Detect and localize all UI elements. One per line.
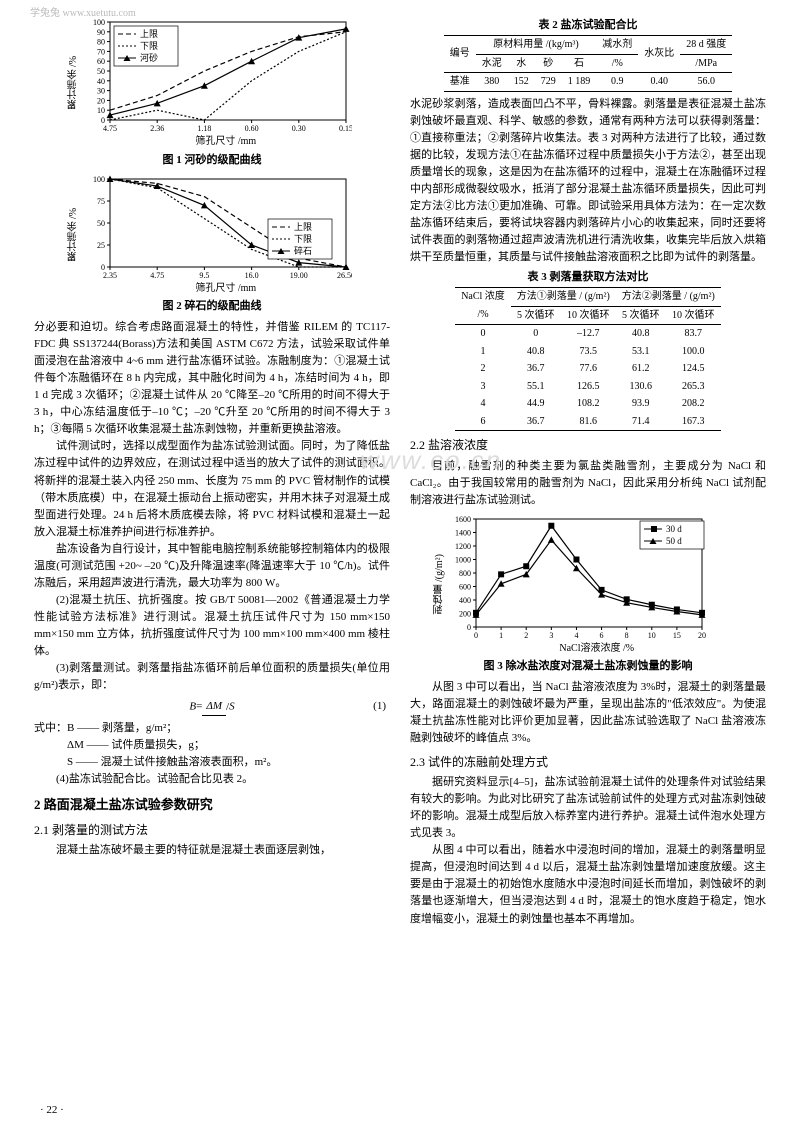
svg-text:3: 3 <box>549 631 553 640</box>
eq-num: (1) <box>373 698 386 715</box>
svg-text:1000: 1000 <box>455 555 471 564</box>
para-r5: 从图 4 中可以看出，随着水中浸泡时间的增加，混凝土的剥落量明显提高，但浸泡时间… <box>410 842 766 927</box>
svg-text:4.75: 4.75 <box>150 271 164 280</box>
svg-text:50: 50 <box>97 67 105 76</box>
svg-text:8: 8 <box>624 631 628 640</box>
svg-text:2.35: 2.35 <box>103 271 117 280</box>
para-r1: 水泥砂浆剥落，造成表面凹凸不平，骨料裸露。剥落量是表征混凝土盐冻剥蚀破坏最直观、… <box>410 96 766 266</box>
svg-text:碎石: 碎石 <box>294 245 312 256</box>
svg-text:70: 70 <box>97 47 105 56</box>
para-r3: 从图 3 中可以看出，当 NaCl 盐溶液浓度为 3%时，混凝土的剥落量最大，路… <box>410 679 766 747</box>
fig1-chart: 累计筛余 /% 01020304050607080901004.752.361.… <box>64 16 370 150</box>
para-h: 混凝土盐冻破坏最主要的特征就是混凝土表面逐层剥蚀， <box>34 842 390 859</box>
fig1-ylabel: 累计筛余 /% <box>64 16 82 150</box>
watermark-top: 学兔兔 www.xuetutu.com <box>30 6 136 22</box>
para-e: (3)剥落量测试。剥落量指盐冻循环前后单位面积的质量损失(单位用 g/m²)表示… <box>34 660 390 694</box>
svg-text:15: 15 <box>672 631 680 640</box>
svg-text:75: 75 <box>97 197 105 206</box>
fig3-chart: 剥蚀量 /(g/m²) 0200400600800100012001400160… <box>430 513 746 657</box>
svg-text:30 d: 30 d <box>666 524 682 534</box>
two-column-layout: 累计筛余 /% 01020304050607080901004.752.361.… <box>34 14 766 928</box>
svg-text:800: 800 <box>459 569 471 578</box>
svg-text:40: 40 <box>97 77 105 86</box>
svg-text:0.15: 0.15 <box>339 124 352 133</box>
svg-text:下限: 下限 <box>294 234 312 244</box>
para-f3: S —— 混凝土试件接触盐溶液表面积，m²。 <box>34 754 390 771</box>
para-f1: 式中：B —— 剥落量，g/m²； <box>34 720 390 737</box>
para-c: 盐冻设备为自行设计，其中智能电脑控制系统能够控制箱体内的极限温度(可测试范围 +… <box>34 541 390 592</box>
svg-text:9.5: 9.5 <box>199 271 209 280</box>
svg-text:600: 600 <box>459 582 471 591</box>
fig3-caption: 图 3 除冰盐浓度对混凝土盐冻剥蚀量的影响 <box>410 658 766 675</box>
svg-text:0.60: 0.60 <box>244 124 258 133</box>
svg-text:200: 200 <box>459 609 471 618</box>
svg-text:25: 25 <box>97 241 105 250</box>
svg-text:河砂: 河砂 <box>140 52 158 63</box>
para-r4: 据研究资料显示[4–5]，盐冻试验前混凝土试件的处理条件对试验结果有较大的影响。… <box>410 774 766 842</box>
fig3-svg: 0 200 400 600 800 1000 1200 1400 1600 0 1 2 3 4 6 8 10 15… <box>448 513 708 643</box>
section-2-2: 2.2 盐溶液浓度 <box>410 436 766 455</box>
fig2-caption: 图 2 碎石的级配曲线 <box>34 298 390 315</box>
svg-text:400: 400 <box>459 596 471 605</box>
svg-text:2.36: 2.36 <box>150 124 164 133</box>
section-2-3: 2.3 试件的冻融前处理方式 <box>410 753 766 772</box>
svg-text:0: 0 <box>474 631 478 640</box>
svg-text:50: 50 <box>97 219 105 228</box>
svg-text:19.00: 19.00 <box>289 271 307 280</box>
para-d: (2)混凝土抗压、抗折强度。按 GB/T 50081—2002《普通混凝土力学性… <box>34 592 390 660</box>
left-column: 累计筛余 /% 01020304050607080901004.752.361.… <box>34 14 390 928</box>
fig2-chart: 累计筛余 /% 02550751002.354.759.516.019.0026… <box>64 173 370 297</box>
fig3-xlabel: NaCl溶液浓度 /% <box>448 641 747 657</box>
svg-text:30: 30 <box>97 87 105 96</box>
svg-text:0.30: 0.30 <box>291 124 305 133</box>
svg-text:10: 10 <box>647 631 655 640</box>
equation: B=ΔM/S (1) <box>34 698 390 716</box>
svg-text:1600: 1600 <box>455 515 471 524</box>
svg-text:2: 2 <box>524 631 528 640</box>
page-number: · 22 · <box>40 1102 64 1119</box>
svg-text:1: 1 <box>499 631 503 640</box>
svg-text:100: 100 <box>93 175 105 184</box>
svg-text:10: 10 <box>97 106 105 115</box>
svg-text:0: 0 <box>467 623 471 632</box>
svg-text:26.50: 26.50 <box>337 271 352 280</box>
para-b: 试件测试时，选择以成型面作为盐冻试验测试面。同时，为了降低盐冻过程中试件的边界效… <box>34 438 390 540</box>
svg-text:1200: 1200 <box>455 542 471 551</box>
tab3-caption: 表 3 剥落量获取方法对比 <box>410 269 766 286</box>
tab3: NaCl 浓度方法①剥落量 / (g/m²)方法②剥落量 / (g/m²)/%5… <box>455 287 721 431</box>
svg-text:1400: 1400 <box>455 528 471 537</box>
para-g: (4)盐冻试验配合比。试验配合比见表 2。 <box>34 771 390 788</box>
svg-text:4: 4 <box>574 631 578 640</box>
tab2: 编号原材料用量 /(kg/m³)减水剂水灰比28 d 强度水泥水砂石/%/MPa… <box>444 35 733 92</box>
svg-text:20: 20 <box>97 96 105 105</box>
fig2-svg: 02550751002.354.759.516.019.0026.50上限下限碎… <box>82 173 352 283</box>
svg-text:16.0: 16.0 <box>244 271 258 280</box>
svg-text:90: 90 <box>97 28 105 37</box>
eq-body: B <box>189 701 196 713</box>
fig1-svg: 01020304050607080901004.752.361.180.600.… <box>82 16 352 136</box>
fig1-caption: 图 1 河砂的级配曲线 <box>34 152 390 169</box>
svg-text:上限: 上限 <box>140 29 158 39</box>
fig3-ylabel: 剥蚀量 /(g/m²) <box>430 513 448 657</box>
svg-text:50 d: 50 d <box>666 536 682 546</box>
svg-text:20: 20 <box>698 631 706 640</box>
svg-text:6: 6 <box>599 631 603 640</box>
svg-text:80: 80 <box>97 38 105 47</box>
svg-text:下限: 下限 <box>140 41 158 51</box>
svg-text:60: 60 <box>97 57 105 66</box>
svg-text:1.18: 1.18 <box>197 124 211 133</box>
svg-text:上限: 上限 <box>294 222 312 232</box>
svg-text:4.75: 4.75 <box>103 124 117 133</box>
fig1-xlabel: 筛孔尺寸 /mm <box>82 134 371 150</box>
section-2: 2 路面混凝土盐冻试验参数研究 <box>34 795 390 815</box>
para-a: 分必要和迫切。综合考虑路面混凝土的特性，并借鉴 RILEM 的 TC117-FD… <box>34 319 390 438</box>
fig2-ylabel: 累计筛余 /% <box>64 173 82 297</box>
para-f2: ΔM —— 试件质量损失，g； <box>34 737 390 754</box>
section-2-1: 2.1 剥落量的测试方法 <box>34 821 390 840</box>
tab2-caption: 表 2 盐冻试验配合比 <box>410 17 766 34</box>
para-r2: 目前，融雪剂的种类主要为氯盐类融雪剂，主要成分为 NaCl 和 CaCl₂。由于… <box>410 458 766 509</box>
right-column: 表 2 盐冻试验配合比 编号原材料用量 /(kg/m³)减水剂水灰比28 d 强… <box>410 14 766 928</box>
fig2-xlabel: 筛孔尺寸 /mm <box>82 281 371 297</box>
